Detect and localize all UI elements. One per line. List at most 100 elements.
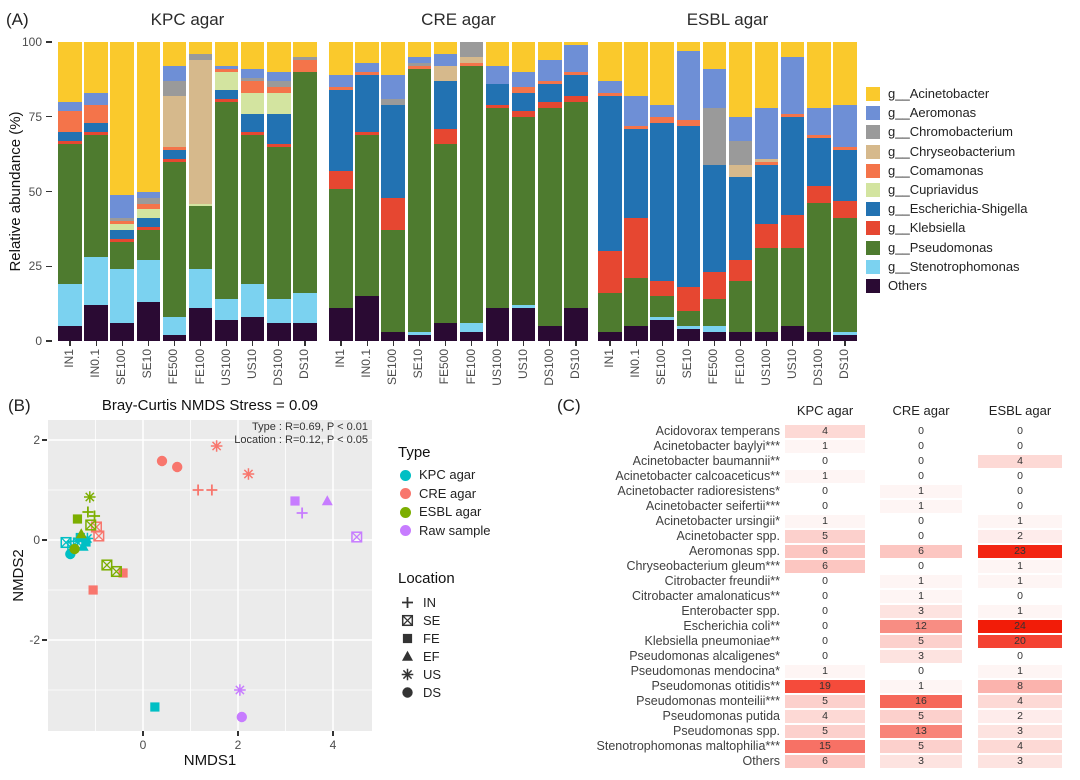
heatmap-cell: 5 [785,530,865,543]
y-axis-tick [46,116,52,118]
bar-segment [110,218,134,222]
bar-segment [485,65,510,84]
bar-segment [538,107,562,327]
heatmap-cell: 3 [880,755,962,768]
heatmap-cell: 0 [785,455,865,468]
species-heatmap: KPC agar CRE agar ESBL agar Acidovorax temp… [555,400,1080,775]
nmds-point [150,702,160,712]
bar-segment [807,185,831,204]
species-label: Aeromonas spp. [688,544,780,558]
bar-segment [702,42,727,69]
bar-segment [754,248,779,333]
bar-segment [136,209,161,219]
nmds-x-tick [237,731,239,736]
bar-segment [214,101,239,300]
heatmap-cell: 4 [785,710,865,723]
bar-segment [676,51,701,120]
bar-segment [381,332,405,341]
bar-segment [728,164,753,177]
nmds-point [210,440,223,452]
type-legend-dot [400,525,411,536]
species-label: Acinetobacter calcoaceticus** [615,469,780,483]
heatmap-row: Chryseobacterium gleum*** 6 0 1 [555,559,1080,574]
bar-segment [162,149,187,159]
heatmap-cell: 1 [880,575,962,588]
triangle-marker-icon [402,650,413,661]
bar-segment [240,80,265,93]
nmds-point [234,684,246,696]
type-legend-label: Raw sample [419,522,491,538]
nmds-point [351,531,363,543]
nmds-point [82,506,94,518]
type-legend-title: Type [398,444,431,461]
heatmap-cell: 2 [978,710,1062,723]
bar-segment [833,149,857,201]
bar-segment [459,42,484,57]
nmds-y-tick-label: -2 [29,633,40,647]
bar-segment [84,131,108,135]
species-label: Pseudomonas spp. [672,724,780,738]
bar-segment [355,62,379,72]
bar-segment [136,260,161,303]
bar-segment [511,86,536,93]
bar-segment [407,332,432,336]
heatmap-cell: 1 [978,665,1062,678]
bar [162,42,187,341]
heatmap-cell: 0 [785,590,865,603]
species-label: Citrobacter amalonaticus** [632,589,780,603]
nmds-point [60,536,72,549]
bar-segment [58,326,82,341]
legend-item: g__Chryseobacterium [866,144,1015,159]
location-legend-item: SE [400,613,440,628]
heatmap-cell: 0 [880,665,962,678]
x-axis-tick [661,341,663,346]
bar [136,42,161,341]
heatmap-cell: 0 [880,515,962,528]
bar-segment [188,59,213,204]
bar-segment [329,170,353,189]
species-label: Acinetobacter spp. [676,529,780,543]
y-axis-tick [46,265,52,267]
bar-segment [240,77,265,81]
bar-segment [728,116,753,141]
legend-item: g__Stenotrophomonas [866,259,1020,274]
species-label: Acinetobacter radioresistens* [617,484,780,498]
bar-segment [702,68,727,108]
bar-segment [598,293,622,333]
bar-segment [807,134,831,138]
bar-chart-title: KPC agar [150,10,225,29]
bar-segment [459,323,484,333]
bar-segment [267,146,291,300]
x-axis-tick [713,341,716,346]
circle-marker-icon [402,687,413,698]
bar-segment [267,86,291,93]
species-label: Pseudomonas monteilii*** [636,694,780,708]
bar-segment [650,281,674,297]
x-axis-tick [609,341,611,346]
bar-segment [564,74,588,96]
bar-segment [702,164,727,273]
bar-segment [780,326,805,341]
legend-item: g__Pseudomonas [866,240,993,255]
bar-segment [511,308,536,341]
type-legend-label: ESBL agar [419,504,482,519]
bar-segment [538,83,562,102]
bar-segment [702,332,727,341]
column-header: KPC agar [796,403,854,418]
x-axis-tick [818,341,820,346]
heatmap-cell: 0 [880,560,962,573]
legend-swatch [866,240,880,255]
type-legend-item: KPC agar [400,468,475,482]
bar [188,42,213,341]
type-legend-dot [400,469,411,481]
bar-segment [110,239,134,243]
legend-swatch [866,279,880,293]
bar-segment [355,131,379,135]
bar-chart-plot [597,42,858,341]
heatmap-cell: 6 [785,545,865,558]
panel-b-label: (B) [8,396,31,415]
y-axis-tick [46,190,52,193]
bar-segment [754,107,779,159]
heatmap-cell: 0 [880,425,962,438]
species-label: Acinetobacter ursingii* [655,514,780,528]
